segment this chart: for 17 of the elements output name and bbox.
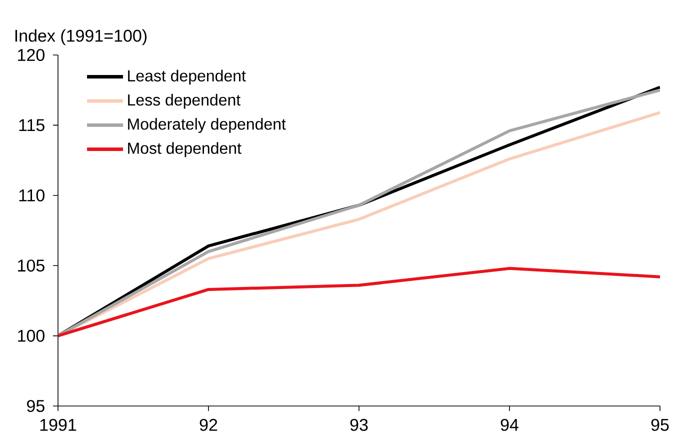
legend-label: Most dependent bbox=[128, 142, 242, 158]
y-tick-label: 100 bbox=[18, 330, 44, 342]
x-tick-label: 92 bbox=[200, 418, 218, 431]
legend-label: Moderately dependent bbox=[128, 118, 286, 133]
y-tick-label: 110 bbox=[19, 189, 44, 202]
y-tick-label: 105 bbox=[18, 260, 44, 272]
y-tick-label: 120 bbox=[18, 48, 44, 62]
x-tick-label: 95 bbox=[651, 418, 669, 431]
y-tick-label: 95 bbox=[27, 400, 44, 412]
x-tick-label: 94 bbox=[500, 418, 518, 431]
x-tick-label: 1991 bbox=[40, 418, 76, 431]
y-tick-label: 115 bbox=[19, 119, 44, 132]
line-series bbox=[58, 266, 660, 338]
x-tick-label: 93 bbox=[350, 418, 368, 431]
legend-label: Least dependent bbox=[128, 70, 246, 85]
y-axis-title: Index (1991=100) bbox=[15, 29, 147, 46]
legend-label: Less dependent bbox=[128, 94, 240, 109]
